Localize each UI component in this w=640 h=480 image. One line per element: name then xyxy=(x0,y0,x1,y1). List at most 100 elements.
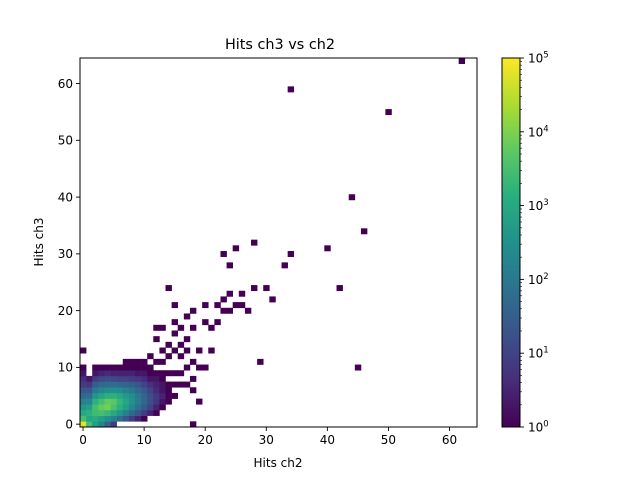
histogram-bin xyxy=(98,387,105,394)
histogram-bin xyxy=(226,307,233,314)
histogram-bin xyxy=(128,370,136,377)
histogram-bin xyxy=(153,409,160,416)
histogram-bin xyxy=(165,392,172,399)
histogram-bin xyxy=(92,398,99,405)
histogram-bin xyxy=(165,353,172,360)
colorbar-axis: 100 101 102 103 104 105 xyxy=(520,51,549,435)
histogram-bin xyxy=(98,398,105,405)
histogram-bin xyxy=(110,404,117,411)
colorbar-tick-label: 105 xyxy=(528,51,549,66)
histogram-bin xyxy=(116,381,124,388)
histogram-bin xyxy=(128,415,136,422)
histogram-bin xyxy=(122,404,130,411)
histogram-bin xyxy=(86,404,93,411)
histogram-bin xyxy=(171,319,179,326)
histogram-bin xyxy=(153,358,160,365)
histogram-bin xyxy=(257,358,264,365)
histogram-bin xyxy=(165,387,172,394)
histogram-bin xyxy=(196,364,203,371)
histogram-bin xyxy=(153,381,160,388)
histogram-bin xyxy=(110,381,117,388)
histogram-bin xyxy=(141,370,148,377)
colorbar-tick-label: 101 xyxy=(528,346,549,361)
histogram-bin xyxy=(134,409,142,416)
histogram-bin xyxy=(122,381,130,388)
histogram-bin xyxy=(86,409,93,416)
histogram-bin xyxy=(226,262,233,269)
histogram-bin xyxy=(128,381,136,388)
histogram-bin xyxy=(159,387,166,394)
histogram-bin xyxy=(98,364,105,371)
histogram-bin xyxy=(104,421,111,428)
histogram-bin xyxy=(116,364,124,371)
histogram-bin xyxy=(159,347,166,354)
histogram-bin xyxy=(116,370,124,377)
histogram-bin xyxy=(110,409,117,416)
colorbar-tick-label: 102 xyxy=(528,272,549,287)
histogram-bin xyxy=(141,398,148,405)
histogram-bin xyxy=(177,353,185,360)
histogram-bin xyxy=(189,358,197,365)
histogram-bin xyxy=(104,375,111,382)
histogram-bin xyxy=(153,387,160,394)
histogram-bin xyxy=(80,364,87,371)
y-tick-label: 50 xyxy=(58,134,73,148)
y-tick-label: 20 xyxy=(58,304,73,318)
histogram-bin xyxy=(177,370,185,377)
histogram-bin xyxy=(86,421,93,428)
histogram-bin xyxy=(354,364,362,371)
histogram-bin xyxy=(80,409,87,416)
histogram-bin xyxy=(104,415,111,422)
histogram-bin xyxy=(141,387,148,394)
colorbar-tick-label: 100 xyxy=(528,420,549,435)
histogram-bin xyxy=(165,381,172,388)
histogram-bin xyxy=(92,404,99,411)
histogram-bin xyxy=(86,375,93,382)
x-tick-label: 0 xyxy=(79,433,87,447)
histogram-bin xyxy=(171,330,179,337)
x-tick-label: 50 xyxy=(381,433,396,447)
histogram-bin xyxy=(86,381,93,388)
histogram-bin xyxy=(141,415,148,422)
y-axis: 0 10 20 30 40 50 60 xyxy=(58,77,80,431)
histogram-bin xyxy=(287,251,295,257)
histogram-bin xyxy=(122,370,130,377)
histogram-bin xyxy=(141,404,148,411)
histogram-bin xyxy=(251,285,258,292)
histogram-bin xyxy=(153,336,160,343)
histogram-bin xyxy=(269,296,276,303)
histogram-bin xyxy=(92,364,99,371)
histogram-bin xyxy=(122,358,130,365)
histogram-bin xyxy=(159,404,166,411)
histogram-bin xyxy=(122,409,130,416)
colorbar-tick-label: 104 xyxy=(528,124,549,139)
histogram-bin xyxy=(80,415,87,422)
histogram-bin xyxy=(86,387,93,394)
histogram-bin xyxy=(92,392,99,399)
histogram-bin xyxy=(104,364,111,371)
histogram-bin xyxy=(98,370,105,377)
histogram-bin xyxy=(183,364,191,371)
histogram-bin xyxy=(104,387,111,394)
x-tick-label: 30 xyxy=(259,433,274,447)
x-tick-label: 20 xyxy=(198,433,213,447)
histogram-bin xyxy=(141,364,148,371)
histogram-bin xyxy=(134,364,142,371)
histogram-bin xyxy=(98,392,105,399)
histogram-bin xyxy=(196,398,203,405)
histogram-bin xyxy=(134,392,142,399)
histogram-bin xyxy=(263,285,270,292)
histogram-bin xyxy=(159,324,166,331)
histogram-bin xyxy=(128,387,136,394)
histogram-bin xyxy=(116,404,124,411)
histogram-bin xyxy=(214,302,221,309)
histogram-bin xyxy=(202,302,209,309)
histogram-bin xyxy=(80,387,87,394)
histogram-bin xyxy=(110,398,117,405)
histogram-bin xyxy=(147,404,154,411)
histogram-bin xyxy=(104,398,111,405)
histogram-bin xyxy=(128,358,136,365)
histogram-bin xyxy=(122,375,130,382)
histogram-bin xyxy=(147,381,154,388)
histogram-bin xyxy=(104,404,111,411)
